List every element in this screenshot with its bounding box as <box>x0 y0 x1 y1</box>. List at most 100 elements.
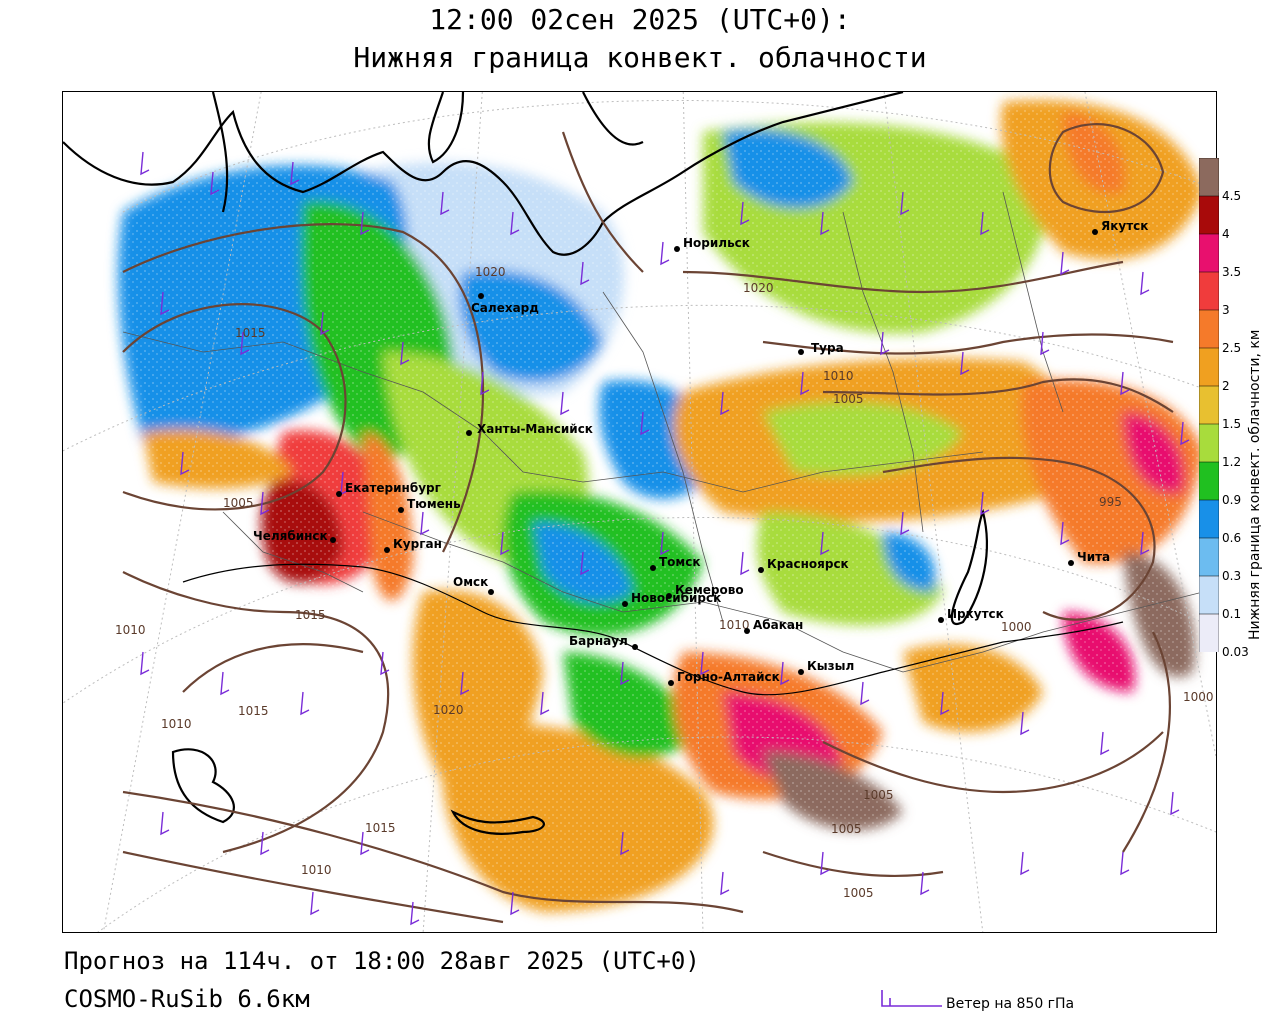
city-marker-icon <box>674 246 680 252</box>
city-markers: Якутск Норильск Салехард Тура Ханты-Мансийск… <box>253 219 1148 686</box>
isobar-label: 1000 <box>1001 620 1032 634</box>
state-border <box>182 563 1124 696</box>
legend-tick-label: 0.03 <box>1222 645 1249 659</box>
coastline <box>63 92 989 835</box>
legend-tick-label: 1.5 <box>1222 417 1242 431</box>
legend-tick-label: 2 <box>1222 379 1230 393</box>
city-marker-icon <box>622 601 628 607</box>
legend-swatch <box>1199 537 1219 577</box>
legend-swatch <box>1199 423 1219 463</box>
city-label: Норильск <box>683 236 750 250</box>
legend-tick-label: 4 <box>1222 227 1230 241</box>
forecast-run-info: Прогноз на 114ч. от 18:00 28авг 2025 (UT… <box>64 947 700 975</box>
isobar-label: 1010 <box>115 623 146 637</box>
parameter-title: Нижняя граница конвект. облачности <box>353 41 927 74</box>
city-label: Кызыл <box>807 659 854 673</box>
city-marker-icon <box>938 617 944 623</box>
legend-tick-label: 4.5 <box>1222 189 1242 203</box>
city-label: Абакан <box>753 618 803 632</box>
city-marker-icon <box>330 537 336 543</box>
city-label: Курган <box>393 537 442 551</box>
city-marker-icon <box>668 680 674 686</box>
isobar-label: 1020 <box>743 281 774 295</box>
legend-tick-label: 0.6 <box>1222 531 1242 545</box>
wind-key-label: Ветер на 850 гПа <box>946 996 1075 1012</box>
city-marker-icon <box>466 430 472 436</box>
isobar-label: 1005 <box>223 496 254 510</box>
city-marker-icon <box>1068 560 1074 566</box>
wind-barbs <box>140 151 1210 926</box>
city-label: Кемерово <box>675 583 744 597</box>
city-label: Красноярск <box>767 557 849 571</box>
city-marker-icon <box>488 589 494 595</box>
city-label: Барнаул <box>569 634 628 648</box>
city-label: Тюмень <box>407 497 461 511</box>
city-marker-icon <box>744 628 750 634</box>
legend-colorbar <box>1199 158 1219 652</box>
city-marker-icon <box>666 593 672 599</box>
isobar-label: 1020 <box>433 703 464 717</box>
isobar-label: 1005 <box>863 788 894 802</box>
city-marker-icon <box>1092 229 1098 235</box>
legend-swatch <box>1199 461 1219 501</box>
city-marker-icon <box>336 491 342 497</box>
legend-tick-label: 0.3 <box>1222 569 1242 583</box>
isobar-label: 1000 <box>1183 690 1214 704</box>
isobar-label: 1010 <box>301 863 332 877</box>
city-label: Салехард <box>471 301 539 315</box>
city-label: Ханты-Мансийск <box>477 422 593 436</box>
isobar-label: 1015 <box>295 608 326 622</box>
city-label: Челябинск <box>253 529 328 543</box>
legend-swatch <box>1199 347 1219 387</box>
city-label: Томск <box>659 555 701 569</box>
city-label: Новосибирск <box>631 591 721 605</box>
city-label: Иркутск <box>947 607 1004 621</box>
city-label: Омск <box>453 575 488 589</box>
forecast-valid-time: 12:00 02сен 2025 (UTC+0): <box>429 3 851 36</box>
legend-tick-label: 1.2 <box>1222 455 1242 469</box>
isobar-label: 1005 <box>843 886 874 900</box>
legend-swatch <box>1199 195 1219 235</box>
city-marker-icon <box>632 644 638 650</box>
city-label: Екатеринбург <box>345 481 441 495</box>
legend-swatch <box>1199 271 1219 311</box>
legend-swatch <box>1199 309 1219 349</box>
legend-tick-label: 3 <box>1222 303 1230 317</box>
isobar-label: 1015 <box>365 821 396 835</box>
model-name: COSMO-RuSib 6.6км <box>64 985 310 1013</box>
forecast-map: 1020 1015 1010 1005 1000 995 1020 1015 1010 1005 1… <box>62 91 1217 933</box>
legend-arrow-icon <box>1199 158 1219 193</box>
city-marker-icon <box>478 293 484 299</box>
legend-swatch <box>1199 575 1219 615</box>
isobar-label: 1010 <box>823 369 854 383</box>
isobar-label: 1020 <box>475 265 506 279</box>
city-marker-icon <box>384 547 390 553</box>
isobar-label: 1015 <box>238 704 269 718</box>
isobar-label: 1005 <box>831 822 862 836</box>
map-canvas: 1020 1015 1010 1005 1000 995 1020 1015 1010 1005 1… <box>63 92 1216 932</box>
isobar-label: 1005 <box>833 392 864 406</box>
city-marker-icon <box>798 669 804 675</box>
legend-tick-label: 2.5 <box>1222 341 1242 355</box>
legend-tick-label: 0.9 <box>1222 493 1242 507</box>
isobar-labels: 1020 1015 1010 1005 1000 995 1020 1015 1010 1005 1… <box>115 265 1214 900</box>
city-marker-icon <box>650 565 656 571</box>
isobar-label: 1010 <box>719 618 750 632</box>
wind-key-icon <box>881 990 942 1007</box>
legend-swatch <box>1199 613 1219 652</box>
isobar-label: 995 <box>1099 495 1122 509</box>
city-marker-icon <box>758 567 764 573</box>
city-marker-icon <box>798 349 804 355</box>
city-label: Чита <box>1077 550 1110 564</box>
city-marker-icon <box>398 507 404 513</box>
legend-title: Нижняя граница конвект. облачности, км <box>1247 329 1263 640</box>
legend-swatch <box>1199 385 1219 425</box>
city-label: Тура <box>811 341 844 355</box>
legend-tick-label: 3.5 <box>1222 265 1242 279</box>
isobars <box>122 123 1174 924</box>
legend-swatch <box>1199 499 1219 539</box>
admin-borders <box>122 191 1204 673</box>
city-label: Горно-Алтайск <box>677 670 780 684</box>
isobar-label: 1010 <box>161 717 192 731</box>
city-label: Якутск <box>1101 219 1148 233</box>
